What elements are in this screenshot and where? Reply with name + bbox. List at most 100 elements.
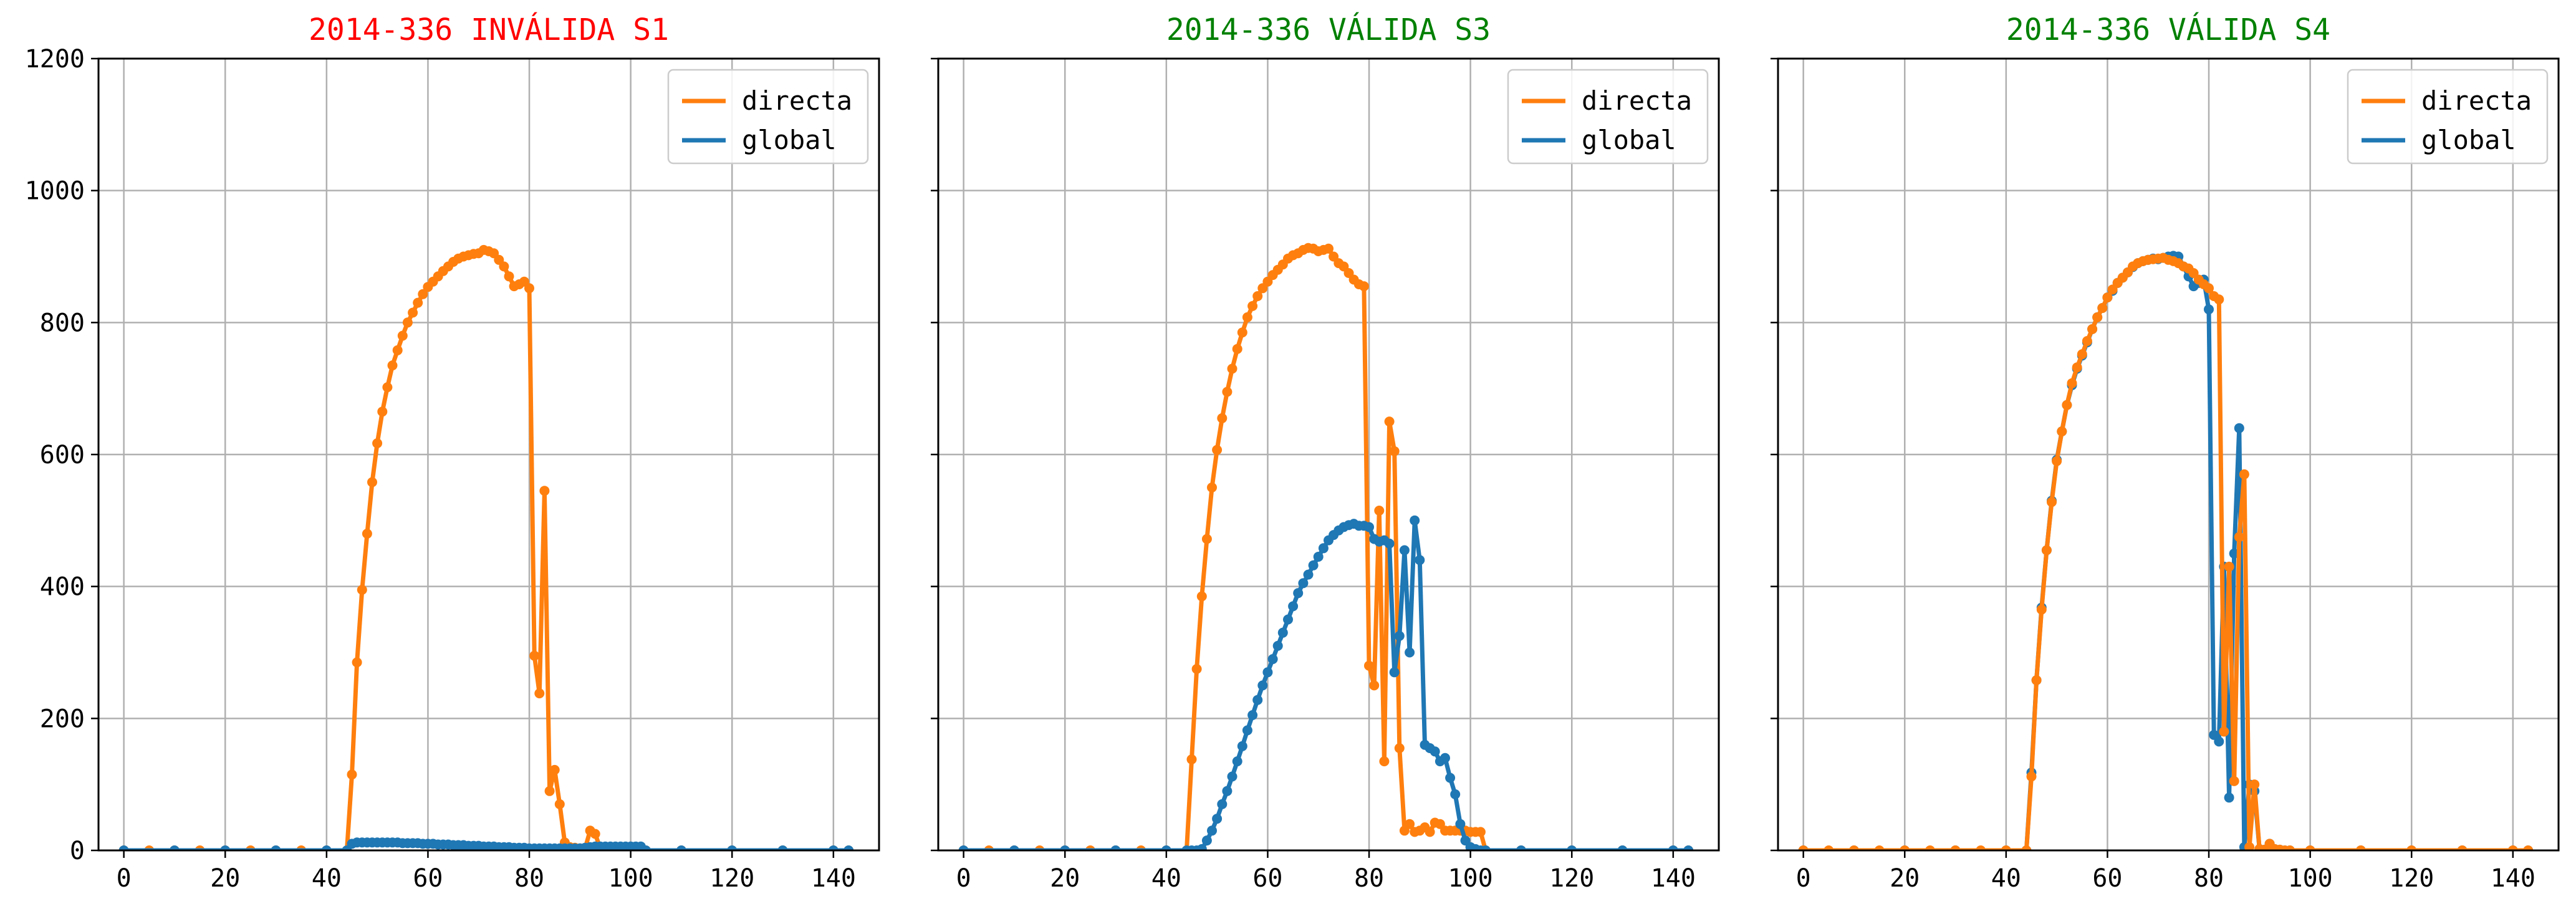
data-point-global [1252,695,1263,705]
data-point-global [1415,555,1425,565]
data-point-global [1668,845,1678,850]
data-point-directa [2305,845,2315,850]
data-point-global [1232,756,1242,767]
data-point-global [1405,647,1415,658]
x-tick-label: 120 [2389,864,2434,893]
data-point-directa [2067,378,2077,388]
data-point-directa [1232,344,1242,354]
data-point-global [1222,786,1233,796]
data-point-directa [397,330,408,341]
data-point-global [1237,741,1247,751]
legend-label-directa: directa [742,85,852,116]
x-tick-label: 140 [2491,864,2535,893]
data-point-global [1277,627,1288,638]
data-point-global [1445,772,1456,783]
data-point-global [1009,845,1019,850]
data-point-global [1217,799,1228,809]
data-point-directa [1384,416,1395,427]
data-point-directa [1950,845,1961,850]
data-point-global [1288,601,1299,612]
data-point-directa [1212,445,1223,455]
data-point-global [1617,845,1628,850]
data-point-global [1389,667,1400,678]
x-tick-label: 40 [1991,864,2021,893]
data-point-directa [2229,776,2239,786]
data-point-directa [357,585,367,595]
data-point-directa [1374,506,1385,516]
data-point-global [727,845,738,850]
data-point-global [220,845,231,850]
data-point-directa [2219,726,2229,737]
data-point-directa [2244,842,2255,850]
x-tick-label: 40 [312,864,342,893]
data-point-directa [2062,400,2072,410]
data-point-directa [1824,845,1834,850]
data-point-directa [1394,743,1405,753]
data-point-directa [1364,660,1374,671]
x-tick-label: 100 [2288,864,2333,893]
data-point-directa [1186,754,1197,764]
data-point-global [1298,578,1309,589]
data-point-global [828,845,839,850]
data-point-global [843,845,854,850]
x-tick-label: 120 [1549,864,1594,893]
data-point-global [1110,845,1121,850]
plot-area [1798,251,2534,850]
data-point-directa [1358,281,1369,292]
legend-label-global: global [742,125,837,155]
data-point-global [1272,640,1283,651]
data-point-directa [2052,456,2062,466]
x-tick-label: 100 [1448,864,1493,893]
data-point-directa [2523,845,2534,850]
data-point-global [1683,845,1694,850]
data-point-directa [549,764,560,775]
data-point-global [2224,792,2234,803]
chart-title: 2014-336 VÁLIDA S4 [2006,12,2330,47]
data-point-directa [590,829,600,839]
data-point-global [1308,560,1319,570]
data-point-directa [2249,779,2260,790]
data-point-directa [1798,845,1809,850]
data-point-directa [2047,497,2057,508]
data-point-directa [2092,312,2103,322]
x-tick-label: 0 [956,864,971,893]
axes-frame [1777,57,2560,852]
data-point-global [1399,545,1410,556]
data-point-directa [499,261,509,272]
data-point-global [1283,614,1293,625]
data-point-global [1293,588,1304,599]
data-point-directa [2204,283,2214,294]
y-tick-label: 400 [40,573,85,602]
data-point-directa [2285,845,2295,850]
y-tick-label: 0 [70,837,85,865]
y-tick-label: 1000 [25,177,85,206]
legend: directa global [667,69,869,165]
plot-area [958,243,1694,850]
data-point-global [777,845,788,850]
data-point-global [118,845,129,850]
data-point-directa [1379,756,1390,767]
legend-label-directa: directa [1582,85,1692,116]
data-point-directa [2355,845,2366,850]
y-tick-label: 1200 [25,45,85,74]
axes-frame [937,57,1720,852]
x-tick-label: 20 [210,864,240,893]
data-point-directa [2224,561,2234,572]
data-point-directa [2031,675,2042,685]
data-point-directa [347,769,357,780]
data-point-global [1257,680,1268,691]
x-tick-label: 20 [1050,864,1080,893]
legend-label-global: global [1582,125,1676,155]
data-point-directa [1900,845,1910,850]
data-point-global [2204,304,2214,315]
data-point-directa [2001,845,2011,850]
data-point-global [1450,789,1461,799]
data-point-directa [1217,413,1228,423]
series-line-directa [123,248,849,850]
legend: directa global [2347,69,2549,165]
data-point-directa [382,382,393,393]
x-tick-label: 120 [709,864,754,893]
data-point-directa [529,650,540,661]
data-point-global [1455,819,1466,829]
data-point-directa [1222,387,1233,397]
